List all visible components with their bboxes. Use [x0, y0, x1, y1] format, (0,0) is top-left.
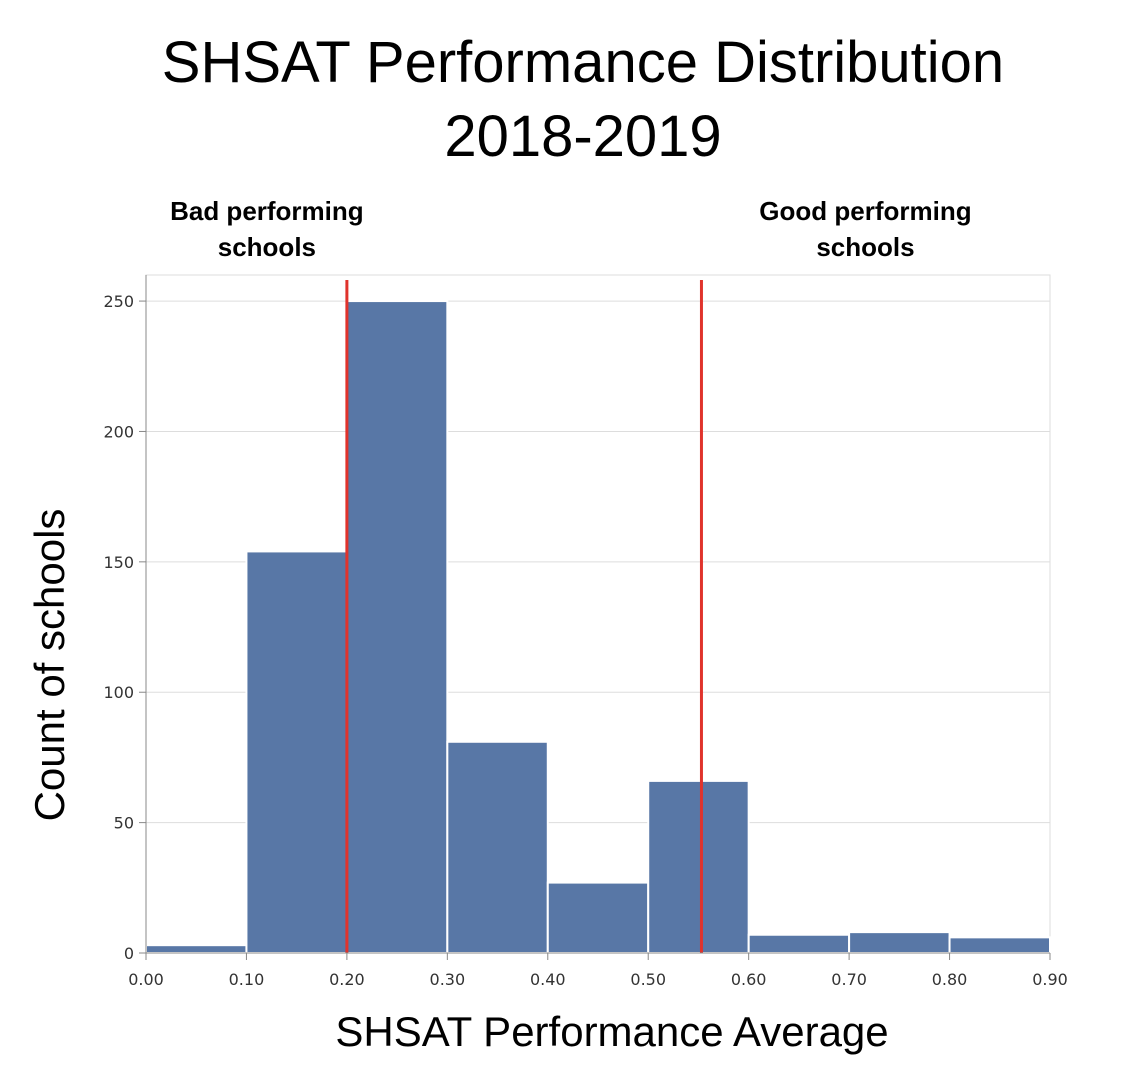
reference-label-line: schools [816, 232, 914, 262]
y-tick-label: 0 [124, 944, 134, 963]
reference-label-line: schools [218, 232, 316, 262]
x-tick-label: 0.90 [1032, 970, 1068, 989]
x-axis-title: SHSAT Performance Average [335, 1008, 888, 1055]
x-tick-label: 0.00 [128, 970, 164, 989]
x-tick-label: 0.20 [329, 970, 365, 989]
reference-lines [345, 280, 703, 953]
histogram-bar [345, 300, 449, 955]
x-tick-label: 0.60 [731, 970, 767, 989]
reference-labels: Bad performing schools Good performing scho… [170, 196, 972, 262]
chart-title-line-2: 2018-2019 [444, 104, 721, 169]
histogram-bar [245, 550, 348, 955]
x-tick-label: 0.70 [831, 970, 867, 989]
histogram-bar [145, 944, 248, 955]
x-tick-label: 0.30 [430, 970, 466, 989]
x-tick-label: 0.50 [630, 970, 666, 989]
chart-title-line-1: SHSAT Performance Distribution [162, 30, 1004, 95]
y-tick-label: 200 [103, 422, 134, 441]
reference-label-line: Bad performing [170, 196, 364, 226]
histogram-bar [647, 779, 750, 955]
y-tick-label: 100 [103, 683, 134, 702]
histogram-bar [948, 936, 1051, 954]
reference-label-line: Good performing [759, 196, 971, 226]
histogram-bar [446, 740, 549, 954]
y-tick-label: 150 [103, 553, 134, 572]
y-tick-label: 250 [103, 292, 134, 311]
x-tick-label: 0.10 [229, 970, 265, 989]
y-axis-ticks: 0 50 100 150 200 250 [103, 292, 146, 963]
y-axis-title: Count of schools [26, 509, 73, 822]
histogram-bar [546, 881, 650, 954]
x-tick-label: 0.40 [530, 970, 566, 989]
axes [145, 275, 1050, 954]
x-axis-ticks: 0.00 0.10 0.20 0.30 0.40 0.50 0.60 0.70 0.80 0.90 [128, 953, 1068, 989]
x-tick-label: 0.80 [932, 970, 968, 989]
histogram-bars [145, 300, 1051, 955]
histogram-bar [848, 931, 951, 955]
y-tick-label: 50 [114, 814, 134, 833]
histogram-bar [747, 933, 851, 954]
